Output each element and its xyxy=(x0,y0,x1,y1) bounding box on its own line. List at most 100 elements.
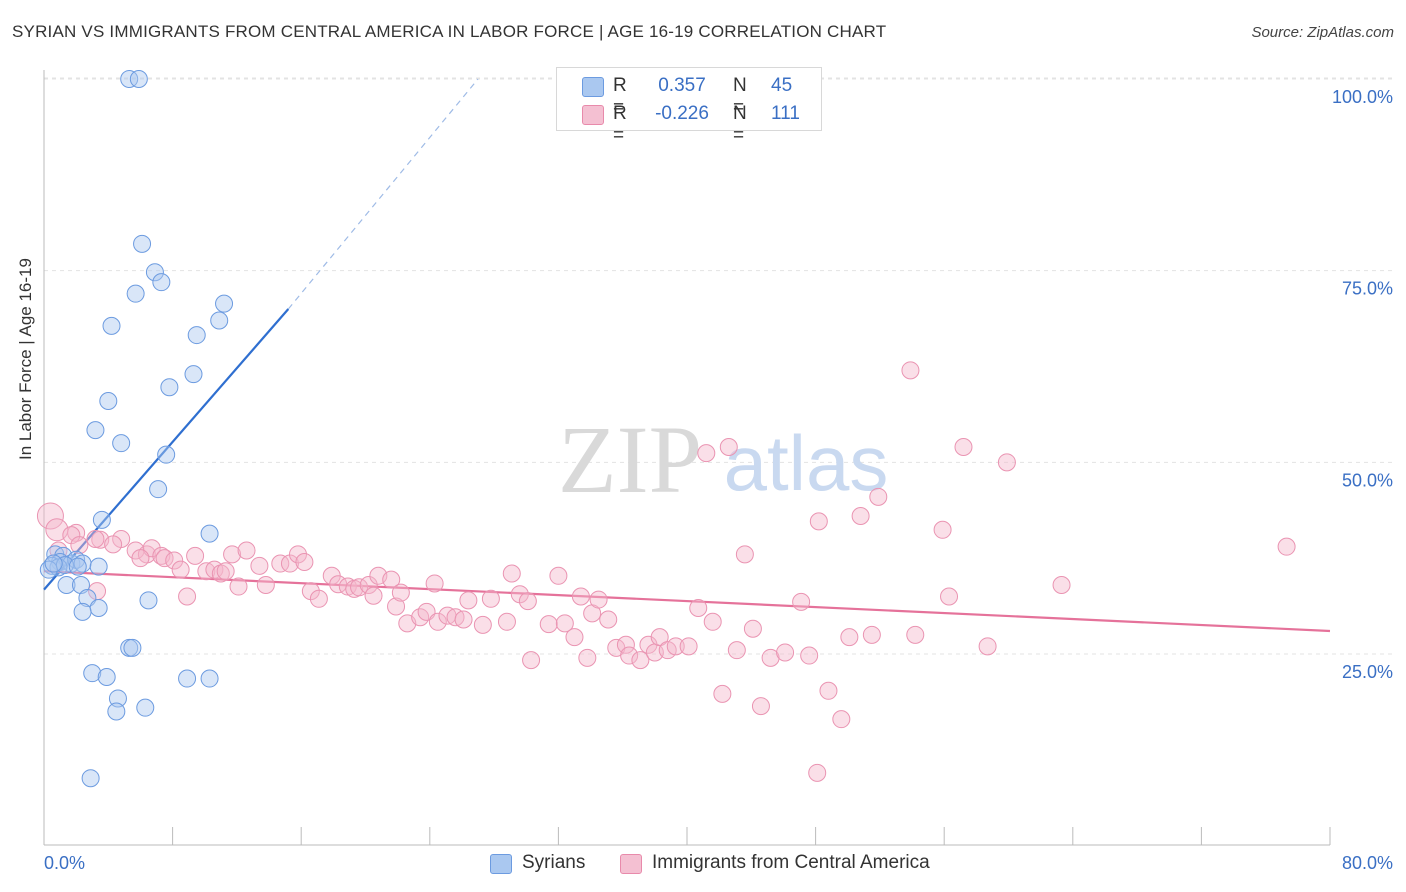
axes xyxy=(43,70,1331,846)
chart-title: SYRIAN VS IMMIGRANTS FROM CENTRAL AMERIC… xyxy=(12,22,887,41)
data-point-central-america xyxy=(417,602,436,621)
data-point-syrians xyxy=(78,589,97,608)
data-point-central-america xyxy=(454,610,473,629)
data-point-central-america xyxy=(800,646,819,665)
data-point-syrians xyxy=(92,510,111,529)
data-point-syrians xyxy=(178,669,197,688)
data-point-syrians xyxy=(139,591,158,610)
data-point-syrians xyxy=(200,669,219,688)
data-point-central-america xyxy=(36,502,64,530)
y-tick-label: 75.0% xyxy=(1342,279,1393,299)
legend-swatch-blue xyxy=(582,77,604,97)
data-point-syrians xyxy=(71,576,90,594)
legend-swatch-pink xyxy=(582,105,604,125)
gridlines xyxy=(44,77,1392,655)
legend-r-value: 0.357 xyxy=(658,75,706,96)
data-point-syrians xyxy=(83,664,102,683)
data-point-syrians xyxy=(120,70,139,88)
data-point-syrians xyxy=(210,311,229,330)
data-point-syrians xyxy=(55,556,74,575)
data-point-central-america xyxy=(428,612,447,631)
data-point-syrians xyxy=(89,599,108,617)
data-point-central-america xyxy=(840,628,859,647)
data-point-syrians xyxy=(200,524,219,543)
data-point-central-america xyxy=(776,643,795,662)
data-point-central-america xyxy=(522,651,541,670)
data-point-syrians xyxy=(57,576,76,594)
data-point-central-america xyxy=(555,614,574,633)
data-point-central-america xyxy=(211,564,230,583)
data-point-central-america xyxy=(223,545,242,564)
data-point-syrians xyxy=(99,392,118,410)
data-point-central-america xyxy=(364,586,383,605)
data-point-central-america xyxy=(735,545,754,564)
legend-n-value: 111 xyxy=(771,103,800,124)
legend-r-value: -0.226 xyxy=(655,103,709,124)
data-point-syrians xyxy=(157,445,176,464)
source-label: Source: ZipAtlas.com xyxy=(1251,24,1394,41)
data-point-central-america xyxy=(751,697,770,716)
series-syrians-points xyxy=(39,70,234,788)
data-point-syrians xyxy=(133,234,152,253)
watermark-zip: ZIP xyxy=(558,406,702,513)
data-point-syrians xyxy=(73,602,92,621)
data-point-central-america xyxy=(131,549,150,568)
data-point-central-america xyxy=(832,710,851,729)
data-point-syrians xyxy=(102,316,121,335)
data-point-central-america xyxy=(808,763,827,782)
stats-legend: R = 0.357 N = 45 R = -0.226 N = 111 xyxy=(556,67,822,146)
data-point-central-america xyxy=(459,591,478,610)
data-point-central-america xyxy=(666,637,685,656)
data-point-central-america xyxy=(142,539,161,558)
data-point-central-america xyxy=(862,625,881,644)
data-point-central-america xyxy=(809,512,828,531)
data-point-syrians xyxy=(107,702,126,721)
legend-swatch-blue xyxy=(490,854,512,874)
data-point-syrians xyxy=(187,326,206,345)
data-point-syrians xyxy=(86,421,105,440)
data-point-central-america xyxy=(539,615,558,634)
data-point-central-america xyxy=(104,535,123,554)
data-point-central-america xyxy=(719,438,738,456)
data-point-syrians xyxy=(129,70,148,88)
data-point-central-america xyxy=(571,587,590,606)
data-point-central-america xyxy=(689,599,708,617)
data-point-syrians xyxy=(81,769,100,788)
data-point-syrians xyxy=(97,668,116,686)
data-point-central-america xyxy=(727,641,746,660)
data-point-syrians xyxy=(136,698,155,717)
data-point-central-america xyxy=(616,635,635,654)
data-point-central-america xyxy=(631,651,650,670)
data-point-central-america xyxy=(309,589,328,608)
data-point-central-america xyxy=(589,590,608,609)
data-point-central-america xyxy=(792,592,811,611)
legend-r-label: R = xyxy=(613,75,627,118)
data-point-syrians xyxy=(126,284,145,303)
data-point-central-america xyxy=(250,556,269,575)
data-point-syrians xyxy=(184,365,203,384)
data-point-syrians xyxy=(44,554,63,573)
data-point-syrians xyxy=(68,557,87,576)
data-point-central-america xyxy=(997,453,1016,472)
data-point-central-america xyxy=(171,560,190,579)
data-point-central-america xyxy=(933,520,952,539)
data-point-central-america xyxy=(229,577,248,596)
data-point-syrians xyxy=(123,638,142,657)
data-point-central-america xyxy=(650,628,669,647)
data-point-syrians xyxy=(108,689,127,708)
data-point-central-america xyxy=(819,681,838,700)
data-point-central-america xyxy=(954,438,973,456)
data-point-central-america xyxy=(165,551,184,570)
legend-swatch-pink xyxy=(620,854,642,874)
data-point-central-america xyxy=(382,570,401,589)
legend-n-label: N = xyxy=(733,103,747,146)
legend-label-central-america: Immigrants from Central America xyxy=(652,852,930,873)
data-point-central-america xyxy=(851,507,870,525)
y-axis-label: In Labor Force | Age 16-19 xyxy=(16,258,35,460)
legend-n-value: 45 xyxy=(771,75,793,96)
data-point-central-america xyxy=(178,587,197,606)
data-point-central-america xyxy=(869,487,888,506)
data-point-central-america xyxy=(549,566,568,585)
data-point-central-america xyxy=(481,589,500,608)
